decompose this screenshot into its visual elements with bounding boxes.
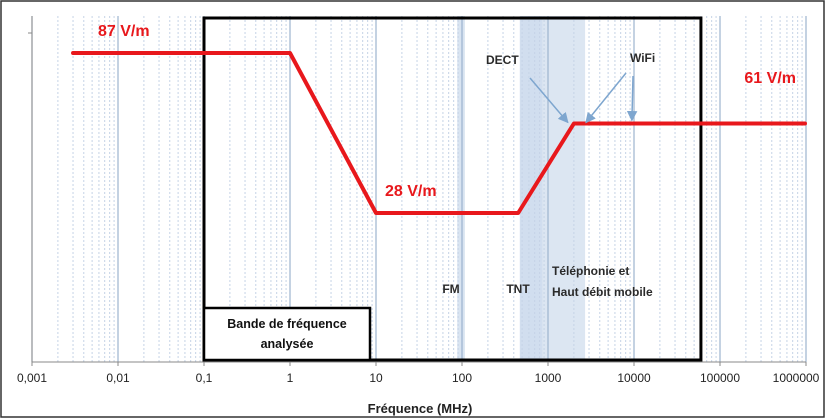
label-tnt: TNT [506,282,530,296]
band-téléphonie [542,16,586,362]
annotation-labels: 87 V/m 28 V/m 61 V/m DECT WiFi FM TNT Téléphoni… [98,23,796,299]
wifi-arrow-1 [585,72,627,124]
value-label-28: 28 V/m [385,183,437,200]
x-tick-label: 0,1 [196,371,213,385]
analysis-label-box [202,306,372,362]
label-dect: DECT [486,53,519,67]
analysis-label-line2: analysée [261,337,314,351]
band-fm [457,16,465,362]
wifi-arrow-2 [626,75,638,122]
x-tick-labels: 0,001 0,01 0,1 1 10 100 1000 10000 100000 1000000 [17,362,820,385]
x-tick-label: 10 [369,371,383,385]
label-fm: FM [442,282,459,296]
x-tick-label: 0,001 [17,371,47,385]
series-line [71,51,807,215]
dect-arrow [529,77,569,124]
x-tick-label: 1 [287,371,294,385]
analysis-label-line1: Bande de fréquence [227,317,347,331]
axes [28,16,806,363]
limit-line [71,51,807,215]
x-tick-label: 1000 [535,371,562,385]
label-telephonie-2: Haut débit mobile [552,285,653,299]
x-tick-label: 10000 [617,371,651,385]
analysis-box: Bande de fréquence analysée [202,16,703,362]
x-tick-label: 1000000 [773,371,820,385]
x-tick-label: 100 [452,371,472,385]
value-label-87: 87 V/m [98,23,150,40]
x-tick-label: 100000 [700,371,740,385]
analysis-frame [202,16,703,362]
shaded-bands [457,16,586,362]
annotation-arrows [529,72,638,124]
label-telephonie-1: Téléphonie et [552,264,629,278]
value-label-61: 61 V/m [744,70,796,87]
x-tick-label: 0,01 [106,371,130,385]
x-axis-title: Fréquence (MHz) [368,401,473,416]
label-wifi: WiFi [630,51,655,65]
